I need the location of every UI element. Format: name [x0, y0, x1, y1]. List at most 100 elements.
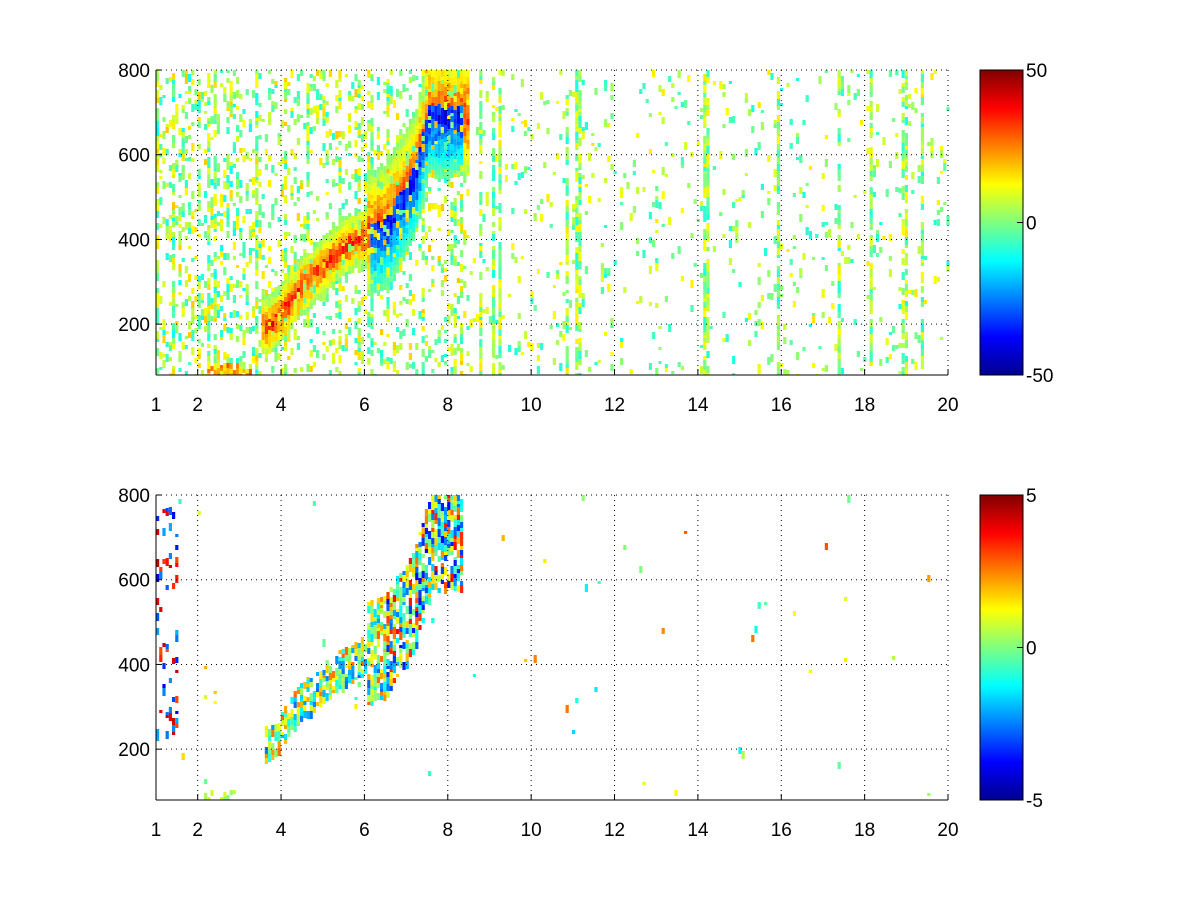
heatmap-cell	[162, 335, 166, 343]
heatmap-cell	[236, 106, 240, 110]
heatmap-cell	[770, 73, 774, 80]
heatmap-cell	[197, 354, 201, 359]
heatmap-cell	[456, 537, 460, 544]
heatmap-cell	[306, 687, 310, 692]
heatmap-cell	[207, 313, 211, 321]
heatmap-cell	[242, 155, 246, 162]
heatmap-cell	[207, 344, 211, 348]
heatmap-cell	[447, 77, 451, 83]
heatmap-cell	[296, 138, 300, 145]
heatmap-cell	[437, 169, 441, 175]
heatmap-cell	[213, 297, 217, 302]
heatmap-cell	[383, 236, 387, 240]
heatmap-cell	[648, 237, 652, 243]
heatmap-cell	[428, 164, 432, 168]
heatmap-cell	[920, 97, 924, 105]
heatmap-cell	[354, 244, 358, 251]
heatmap-cell	[728, 258, 732, 265]
heatmap-cell	[357, 80, 361, 85]
heatmap-cell	[242, 250, 246, 253]
heatmap-cell	[376, 623, 380, 628]
heatmap-cell	[165, 149, 169, 155]
heatmap-cell	[357, 135, 361, 138]
heatmap-cell	[290, 301, 294, 306]
heatmap-cell	[322, 678, 326, 682]
heatmap-cell	[245, 195, 249, 201]
heatmap-cell	[312, 106, 316, 110]
heatmap-cell	[456, 153, 460, 156]
heatmap-cell	[373, 665, 377, 673]
heatmap-cell	[396, 657, 400, 662]
heatmap-cell	[437, 529, 441, 537]
heatmap-cell	[405, 628, 409, 634]
heatmap-cell	[172, 725, 176, 732]
heatmap-cell	[178, 231, 182, 238]
heatmap-cell	[408, 624, 412, 629]
heatmap-cell	[421, 523, 425, 527]
heatmap-cell	[437, 75, 441, 81]
heatmap-cell	[383, 624, 387, 629]
heatmap-cell	[213, 218, 217, 224]
heatmap-cell	[437, 556, 441, 562]
heatmap-cell	[159, 607, 163, 612]
heatmap-cell	[373, 690, 377, 694]
heatmap-cell	[312, 242, 316, 245]
heatmap-cell	[367, 278, 371, 284]
heatmap-cell	[181, 138, 185, 141]
heatmap-cell	[271, 755, 275, 760]
heatmap-cell	[453, 206, 457, 211]
heatmap-cell	[226, 231, 230, 238]
heatmap-cell	[264, 296, 268, 299]
heatmap-cell	[434, 571, 438, 575]
heatmap-cell	[610, 352, 614, 356]
heatmap-cell	[920, 275, 924, 283]
heatmap-cell	[466, 84, 470, 88]
heatmap-cell	[242, 330, 246, 338]
heatmap-cell	[405, 571, 409, 577]
heatmap-cell	[392, 302, 396, 309]
heatmap-cell	[370, 77, 374, 81]
heatmap-cell	[453, 235, 457, 241]
heatmap-cell	[533, 213, 537, 221]
heatmap-cell	[255, 136, 259, 144]
heatmap-cell	[300, 312, 304, 316]
heatmap-cell	[386, 247, 390, 255]
heatmap-cell	[728, 226, 732, 231]
heatmap-cell	[309, 705, 313, 711]
heatmap-cell	[264, 312, 268, 315]
heatmap-cell	[325, 257, 329, 261]
heatmap-cell	[204, 102, 208, 106]
heatmap-cell	[376, 248, 380, 252]
heatmap-cell	[565, 112, 569, 116]
heatmap-cell	[370, 132, 374, 140]
heatmap-cell	[386, 194, 390, 200]
heatmap-cell	[447, 162, 451, 167]
heatmap-cell	[424, 232, 428, 240]
heatmap-cell	[236, 179, 240, 186]
heatmap-cell	[284, 235, 288, 240]
heatmap-cell	[280, 189, 284, 197]
heatmap-cell	[578, 285, 582, 293]
heatmap-cell	[706, 98, 710, 102]
heatmap-cell	[162, 181, 166, 189]
heatmap-cell	[869, 227, 873, 230]
heatmap-cell	[479, 90, 483, 98]
heatmap-cell	[450, 260, 454, 265]
heatmap-cell	[434, 157, 438, 161]
heatmap-cell	[156, 273, 160, 281]
heatmap-cell	[904, 95, 908, 101]
heatmap-cell	[274, 173, 278, 176]
heatmap-cell	[872, 165, 876, 171]
heatmap-cell	[655, 186, 659, 191]
heatmap-cell	[498, 183, 502, 190]
heatmap-cell	[258, 73, 262, 79]
heatmap-cell	[216, 211, 220, 216]
heatmap-cell	[904, 219, 908, 226]
heatmap-cell	[344, 231, 348, 236]
heatmap-cell	[284, 321, 288, 327]
heatmap-cell	[213, 120, 217, 124]
heatmap-cell	[578, 116, 582, 121]
heatmap-cell	[920, 340, 924, 345]
heatmap-cell	[466, 295, 470, 301]
heatmap-cell	[572, 92, 576, 97]
